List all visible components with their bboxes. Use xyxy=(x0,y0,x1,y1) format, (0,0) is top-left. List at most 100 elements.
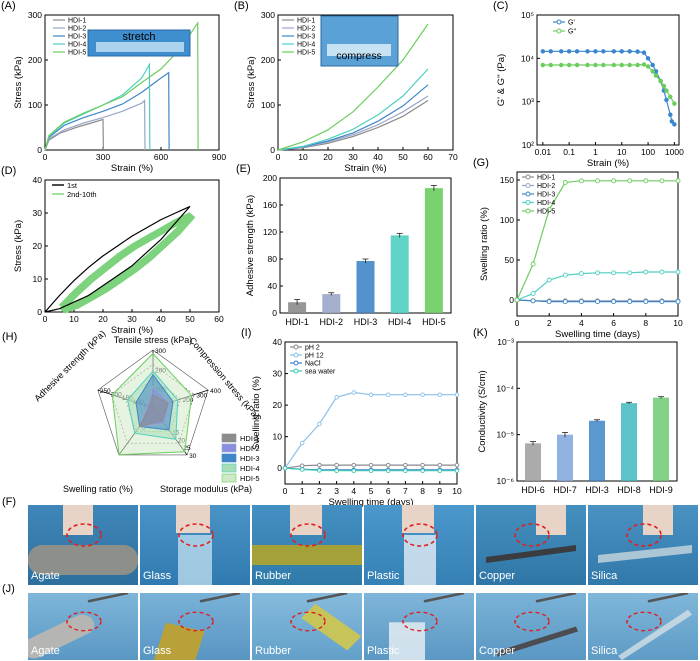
plot-frame xyxy=(536,14,680,146)
x-tick-label: 30 xyxy=(127,314,137,324)
y-tick-label: 10³ xyxy=(522,97,534,107)
data-point xyxy=(658,78,663,84)
series-line-2nd-10th xyxy=(63,216,196,314)
panel-label: (I) xyxy=(241,327,251,339)
x-tick-label: 0 xyxy=(283,486,288,496)
radar-tick-label: 400 xyxy=(210,388,221,395)
data-point xyxy=(334,462,339,468)
panel-label: (C) xyxy=(493,0,508,12)
category-label: HDI-3 xyxy=(585,485,609,495)
panel-label: (K) xyxy=(473,327,488,339)
x-tick-label: 10 xyxy=(673,318,683,328)
data-point xyxy=(368,392,374,397)
data-point xyxy=(641,62,647,67)
y-tick-label: 300 xyxy=(261,10,275,20)
panel-label-j: (J) xyxy=(2,583,15,595)
photo-caption: Copper xyxy=(479,645,516,657)
y-tick-label: 0 xyxy=(37,307,42,317)
chart-e: (E) 0 40 80 120 160 200 Adhesive strength (kPa)… xyxy=(236,163,452,327)
legend-label: HDI-1 xyxy=(240,434,260,443)
data-point xyxy=(437,392,443,397)
legend-marker xyxy=(293,368,299,374)
x-tick-label: 20 xyxy=(98,314,108,324)
x-tick-label: 0 xyxy=(43,314,48,324)
legend-label: HDI-5 xyxy=(537,209,555,216)
legend-swatch xyxy=(221,433,237,443)
data-point xyxy=(659,269,665,275)
chart-k: (K) 10⁻⁶ 10⁻⁵ 10⁻⁴ 10⁻³ Conductivity (S/cm) HD… xyxy=(473,327,678,495)
photo-f-plastic: Plastic xyxy=(364,505,474,585)
y-tick-label: 300 xyxy=(28,10,42,20)
legend-swatch xyxy=(221,443,237,453)
x-tick-label: 30 xyxy=(348,152,358,162)
photo-caption: Plastic xyxy=(367,570,400,582)
photo-caption: Rubber xyxy=(255,570,292,582)
plot-frame xyxy=(44,14,220,151)
plot-frame xyxy=(516,171,679,317)
panel-label: (H) xyxy=(2,331,17,343)
series-line-hdi-2 xyxy=(44,99,146,151)
data-point xyxy=(546,207,552,213)
legend-label: HDI-4 xyxy=(297,42,315,49)
data-point xyxy=(420,392,425,397)
photo-caption: Copper xyxy=(479,570,516,582)
legend-marker xyxy=(525,191,531,197)
data-point xyxy=(540,49,546,54)
x-tick-label: 10 xyxy=(617,147,627,157)
category-label: HDI-8 xyxy=(617,485,641,495)
data-point xyxy=(627,299,633,305)
data-point xyxy=(585,49,590,54)
series-line-hdi-5 xyxy=(516,180,678,301)
highlight-ellipse xyxy=(178,523,214,547)
photo-row-f: Agate Glass Rubber Plastic Copper Silica xyxy=(28,505,698,585)
x-tick-label: 10 xyxy=(452,486,462,496)
legend-label: HDI-2 xyxy=(240,444,260,453)
legend-label: HDI-3 xyxy=(68,34,86,41)
y-tick-label: 20 xyxy=(273,400,283,410)
photo-illustration xyxy=(176,505,214,585)
y-tick-label: 10² xyxy=(522,140,534,150)
data-point xyxy=(641,50,647,55)
y-tick-label: 50 xyxy=(505,255,515,265)
data-point xyxy=(385,392,391,397)
data-point xyxy=(668,112,673,117)
legend-label: HDI-1 xyxy=(297,18,315,25)
data-point xyxy=(669,119,675,124)
y-axis-label: G' & G'' (Pa) xyxy=(496,54,507,106)
highlight-ellipse xyxy=(402,523,438,547)
y-tick-label: 160 xyxy=(263,200,277,210)
data-point xyxy=(530,261,536,267)
series-line-hdi-4 xyxy=(516,271,678,301)
photo-caption: Glass xyxy=(143,645,172,657)
y-tick-label: 150 xyxy=(500,175,514,185)
panel-label: (A) xyxy=(1,0,16,12)
data-point xyxy=(540,62,546,68)
data-point xyxy=(664,97,669,103)
y-tick-label: 30 xyxy=(33,208,43,218)
photo-row-j: Agate Glass Rubber Plastic Copper Silica xyxy=(28,593,698,660)
data-point xyxy=(351,462,357,468)
y-axis-label: Stress (kPa) xyxy=(13,220,24,272)
y-tick-label: 0 xyxy=(277,463,282,473)
data-point xyxy=(562,179,568,185)
gel-block xyxy=(327,44,391,56)
data-point xyxy=(659,178,665,184)
x-tick-label: 10 xyxy=(298,152,308,162)
data-point xyxy=(593,62,598,68)
y-tick-label: 0 xyxy=(37,145,42,155)
photo-j-rubber: Rubber xyxy=(252,593,362,660)
photo-illustration xyxy=(598,505,692,563)
data-point xyxy=(317,468,322,473)
photo-illustration xyxy=(252,505,362,565)
data-point xyxy=(514,297,520,303)
series-line-2nd-10th xyxy=(61,214,193,312)
legend-marker xyxy=(293,352,299,358)
legend-swatch xyxy=(221,463,237,473)
data-point xyxy=(530,298,536,304)
y-axis-label: Stress (kPa) xyxy=(13,56,24,108)
highlight-ellipse xyxy=(514,611,550,632)
y-tick-label: 100 xyxy=(261,100,275,110)
y-tick-label: 100 xyxy=(28,100,42,110)
photo-illustration xyxy=(389,593,465,660)
